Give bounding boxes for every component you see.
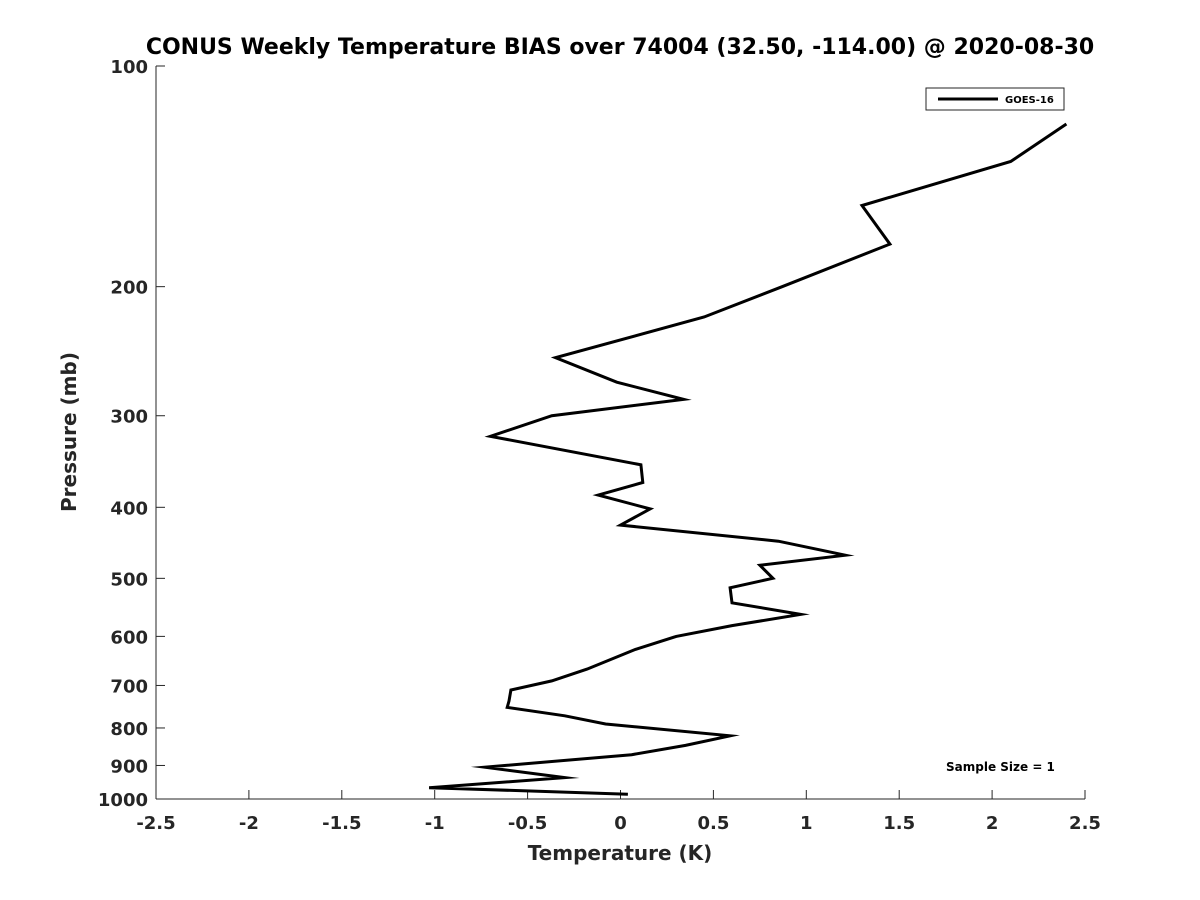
plot-area (156, 66, 1085, 799)
y-tick-label: 400 (110, 498, 148, 519)
y-tick-label: 100 (110, 57, 148, 78)
sample-size-annotation: Sample Size = 1 (946, 760, 1055, 774)
y-tick-label: 200 (110, 278, 148, 299)
x-tick-label: 0.5 (697, 813, 729, 834)
y-axis-label: Pressure (mb) (57, 352, 81, 512)
y-tick-label: 900 (110, 756, 148, 777)
ticks: -2.5 -2 -1.5 -1 -0.5 0 0.5 1 1.5 2 2.5 100 200 300 400… (98, 57, 1101, 834)
x-tick-label: -2 (239, 813, 259, 834)
x-tick-label: -0.5 (508, 813, 547, 834)
x-tick-label: 1 (800, 813, 813, 834)
x-tick-label: -2.5 (136, 813, 175, 834)
x-tick-label: 2.5 (1069, 813, 1101, 834)
series-layer (428, 122, 1068, 796)
x-tick-label: -1 (425, 813, 445, 834)
y-tick-label: 1000 (98, 790, 148, 811)
x-tick-label: -1.5 (322, 813, 361, 834)
x-tick-label: 1.5 (883, 813, 915, 834)
chart-title: CONUS Weekly Temperature BIAS over 74004… (146, 35, 1094, 60)
series-line-goes-16 (428, 122, 1068, 796)
y-tick-label: 800 (110, 719, 148, 740)
x-tick-label: 2 (986, 813, 999, 834)
y-tick-label: 600 (110, 627, 148, 648)
y-tick-label: 700 (110, 676, 148, 697)
x-tick-label: 0 (614, 813, 627, 834)
y-tick-label: 500 (110, 569, 148, 590)
x-axis-label: Temperature (K) (528, 841, 713, 865)
legend-label-goes-16: GOES-16 (1005, 95, 1054, 106)
y-tick-label: 300 (110, 407, 148, 428)
legend: GOES-16 (925, 87, 1065, 111)
